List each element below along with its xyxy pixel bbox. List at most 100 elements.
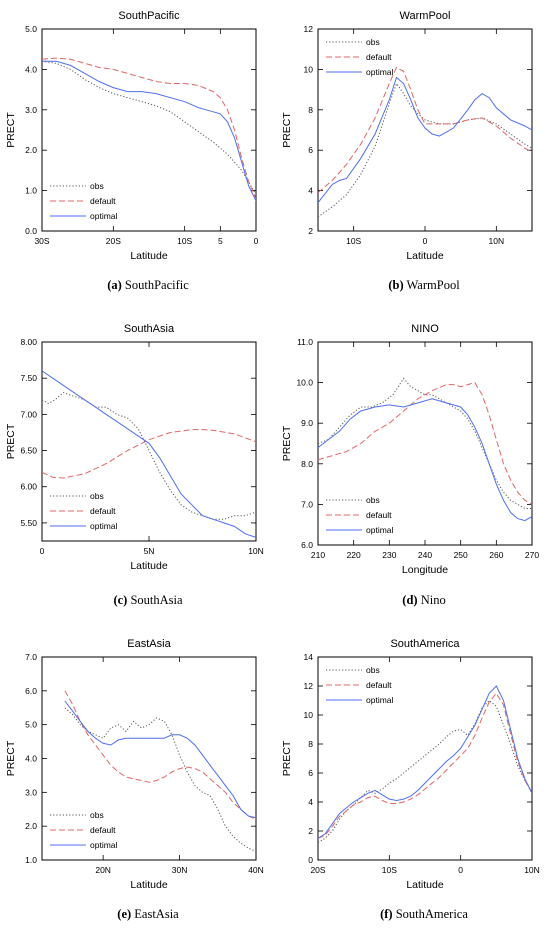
x-tick-label: 0 — [423, 236, 428, 246]
x-axis-label: Latitude — [130, 879, 168, 891]
y-tick-label: 8.0 — [301, 459, 313, 469]
legend-label-optimal: optimal — [366, 67, 394, 77]
caption-text: EastAsia — [131, 907, 179, 921]
y-tick-label: 7.50 — [20, 373, 37, 383]
caption-text: SouthAmerica — [393, 907, 469, 921]
legend-label-default: default — [90, 506, 116, 516]
x-tick-label: 40N — [248, 865, 264, 875]
chart-title: EastAsia — [127, 638, 171, 650]
series-line-default — [318, 66, 532, 193]
x-tick-label: 240 — [418, 550, 432, 560]
x-tick-label: 20S — [106, 236, 121, 246]
x-tick-label: 0 — [40, 546, 45, 556]
y-tick-label: 9.0 — [301, 418, 313, 428]
x-tick-label: 5N — [144, 546, 155, 556]
y-axis-label: PRECT — [281, 112, 293, 148]
chart-panel-1: SouthPacific 30S 20S 10S 5 0 0.0 1.0 2.0 3.0 4.0 5.… — [5, 10, 259, 292]
x-tick-label: 10N — [248, 546, 264, 556]
x-tick-label: 250 — [454, 550, 468, 560]
caption-text: Nino — [418, 593, 446, 607]
y-tick-label: 10 — [304, 710, 314, 720]
series-line-obs — [318, 377, 532, 509]
y-tick-label: 6.0 — [25, 686, 37, 696]
y-tick-label: 12 — [304, 681, 314, 691]
legend-label-obs: obs — [366, 495, 380, 505]
x-tick-label: 20S — [310, 865, 325, 875]
series-line-obs — [318, 82, 532, 218]
legend-label-optimal: optimal — [366, 695, 394, 705]
chart-title: SouthAsia — [124, 323, 175, 335]
y-tick-label: 11.0 — [297, 337, 313, 347]
chart-title: SouthAmerica — [390, 638, 460, 650]
caption-tag: (b) — [388, 278, 403, 292]
x-tick-label: 10S — [382, 865, 397, 875]
x-tick-label: 260 — [489, 550, 503, 560]
legend-label-optimal: optimal — [90, 521, 118, 531]
y-tick-label: 1.0 — [25, 855, 37, 865]
series-line-default — [42, 429, 256, 479]
y-axis-label: PRECT — [281, 425, 293, 461]
series-line-obs — [42, 60, 256, 195]
plot-frame — [317, 656, 533, 861]
y-tick-label: 7.0 — [25, 652, 37, 662]
x-tick-label: 30S — [34, 236, 49, 246]
figure-caption: (b) WarmPool — [388, 278, 460, 292]
y-axis-label: PRECT — [5, 740, 17, 776]
x-tick-label: 230 — [382, 550, 396, 560]
series-line-optimal — [318, 685, 532, 839]
legend-label-default: default — [90, 825, 116, 835]
legend-label-default: default — [366, 510, 392, 520]
y-tick-label: 6.0 — [301, 540, 313, 550]
legend-label-default: default — [366, 680, 392, 690]
y-tick-label: 6 — [308, 768, 313, 778]
x-tick-label: 20N — [95, 865, 111, 875]
x-tick-label: 10N — [524, 865, 540, 875]
y-axis-label: PRECT — [5, 112, 17, 148]
x-tick-label: 0 — [458, 865, 463, 875]
plot-frame — [317, 341, 533, 546]
series-line-optimal — [318, 398, 532, 522]
figure-caption: (f) SouthAmerica — [380, 907, 468, 921]
legend-label-obs: obs — [90, 810, 104, 820]
y-tick-label: 10 — [304, 64, 314, 74]
y-tick-label: 2 — [308, 826, 313, 836]
y-tick-label: 2.0 — [25, 145, 37, 155]
legend-label-obs: obs — [366, 665, 380, 675]
chart-panel-6: SouthAmerica 20S 10S 0 10N 0 2 4 6 8 10 12 14 Latitud… — [281, 638, 540, 921]
y-axis-label: PRECT — [281, 740, 293, 776]
y-tick-label: 5.0 — [25, 24, 37, 34]
y-tick-label: 3.0 — [25, 105, 37, 115]
series-line-optimal — [64, 700, 256, 819]
series-line-default — [42, 57, 256, 199]
y-tick-label: 1.0 — [25, 186, 37, 196]
series-line-default — [64, 690, 256, 820]
y-tick-label: 4.0 — [25, 754, 37, 764]
chart-title: SouthPacific — [118, 10, 180, 22]
legend-label-optimal: optimal — [366, 525, 394, 535]
series-line-optimal — [42, 370, 256, 538]
y-tick-label: 6 — [308, 145, 313, 155]
chart-panel-4: NINO 210 220 230 240 250 260 270 6.0 7.0 8.0 9.0 10.… — [281, 323, 539, 607]
x-tick-label: 210 — [311, 550, 325, 560]
caption-tag: (c) — [113, 593, 127, 607]
x-tick-label: 30N — [172, 865, 188, 875]
x-tick-label: 10S — [346, 236, 361, 246]
chart-panel-2: WarmPool 10S 0 10N 2 4 6 8 10 12 Latitude PRECT obs d… — [281, 10, 533, 292]
x-tick-label: 270 — [525, 550, 539, 560]
y-tick-label: 10.0 — [296, 378, 313, 388]
figure-caption: (a) SouthPacific — [107, 278, 189, 292]
y-tick-label: 6.00 — [20, 482, 37, 492]
figure-caption: (d) Nino — [402, 593, 445, 607]
series-line-default — [318, 382, 532, 505]
y-tick-label: 0 — [308, 855, 313, 865]
chart-panel-3: SouthAsia 0 5N 10N 5.50 6.00 6.50 7.00 7.50 8.00 L… — [5, 323, 264, 607]
y-tick-label: 5.0 — [25, 720, 37, 730]
caption-tag: (d) — [402, 593, 417, 607]
series-line-default — [318, 692, 532, 839]
x-axis-label: Latitude — [406, 879, 444, 891]
legend-label-optimal: optimal — [90, 211, 118, 221]
x-tick-label: 10N — [489, 236, 505, 246]
y-tick-label: 7.0 — [301, 499, 313, 509]
y-tick-label: 8.00 — [20, 337, 37, 347]
series-line-obs — [318, 699, 532, 844]
